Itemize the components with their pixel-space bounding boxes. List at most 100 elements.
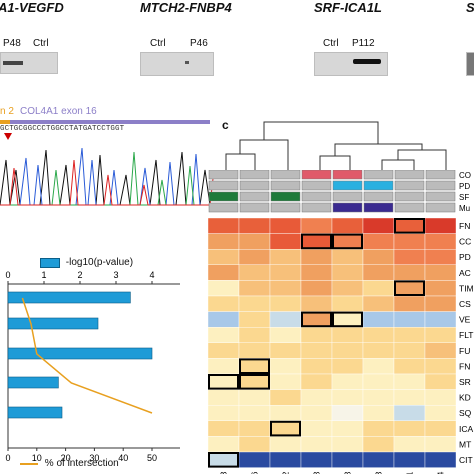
heatmap-cell	[424, 264, 457, 281]
heatmap-cell	[331, 436, 364, 453]
gel3-band	[353, 59, 381, 64]
heatmap-cell	[238, 451, 271, 468]
annotation-label: Mu	[459, 204, 470, 213]
exon-bar-right	[10, 120, 210, 124]
heatmap-cell	[362, 342, 395, 359]
heatmap-cell	[300, 404, 333, 421]
legend-line-label: % of intersection	[44, 458, 119, 469]
heatmap-cell	[393, 233, 426, 250]
heatmap-cell	[362, 326, 395, 343]
exon-left-label: n 2	[0, 106, 14, 117]
heatmap-cell	[269, 264, 302, 281]
row-labels: FN CC PD AC TIM CS VE FLT FU FN SR KD SQ ICA MT CIT	[459, 221, 474, 465]
annotation-cell	[270, 170, 301, 180]
annotation-cell	[239, 202, 270, 213]
heatmap-cell	[269, 280, 302, 297]
gel2-band	[185, 61, 189, 64]
heatmap-cell	[238, 326, 271, 343]
annotation-cell	[270, 191, 301, 202]
annotation-cell	[301, 170, 332, 180]
annotation-cell	[394, 191, 425, 202]
bar	[7, 317, 99, 330]
heatmap-cell	[300, 248, 333, 265]
annotation-tracks: CO PD SF Mu	[208, 170, 471, 213]
annotation-cell	[208, 180, 239, 191]
annotation-cell	[239, 170, 270, 180]
heatmap-cell	[424, 311, 457, 328]
heatmap-cell	[208, 326, 240, 343]
heatmap-cell	[269, 295, 302, 312]
heatmap-cell	[208, 451, 240, 468]
heatmap-cell	[424, 420, 457, 437]
annotation-cell	[363, 170, 394, 180]
top-tick-label: 2	[77, 270, 82, 280]
annotation-cell	[270, 202, 301, 213]
heatmap-cell	[393, 404, 426, 421]
annotation-cell	[301, 191, 332, 202]
gel-image-3	[314, 52, 388, 76]
bottom-tick-label: 50	[147, 453, 157, 463]
gel-title-1: A1-VEGFD	[0, 0, 64, 15]
heatmap-cell	[331, 326, 364, 343]
column-label: P12	[281, 471, 291, 474]
heatmap-cell	[300, 451, 333, 468]
row-label: FLT	[459, 330, 473, 340]
row-label: FN	[459, 361, 470, 371]
gel3-lane-2: P112	[352, 38, 375, 49]
annotation-cell	[332, 202, 363, 213]
column-label: P46	[250, 471, 260, 474]
heatmap-cell	[269, 373, 302, 390]
heatmap-cell	[424, 373, 457, 390]
trace-red	[0, 159, 215, 206]
heatmap-cell	[393, 451, 426, 468]
heatmap-cell	[238, 311, 271, 328]
column-label: P48	[343, 471, 353, 474]
heatmap-cell	[269, 233, 302, 250]
heatmap-cell	[208, 373, 240, 390]
heatmap-cell	[424, 342, 457, 359]
heatmap-cell	[362, 264, 395, 281]
heatmap-cell	[393, 280, 426, 297]
gel-title-2: MTCH2-FNBP4	[140, 0, 232, 15]
annotation-cell	[425, 191, 456, 202]
heatmap-cell	[238, 389, 271, 406]
bottom-tick-label: 0	[5, 453, 10, 463]
heatmap-cell	[331, 373, 364, 390]
heatmap-cell	[208, 311, 240, 328]
heatmap-cell	[393, 311, 426, 328]
heatmap-cell	[362, 295, 395, 312]
exon-right-label: COL4A1 exon 16	[20, 106, 97, 117]
heatmap-cell	[300, 311, 333, 328]
row-label: KD	[459, 393, 471, 403]
heatmap-cell	[208, 248, 240, 265]
highlight-box	[301, 233, 332, 250]
bar-chart: 0 1 2 3 4 0 10 20 30 40 50	[5, 270, 180, 463]
heatmap-cell	[269, 217, 302, 234]
heatmap-cell	[208, 420, 240, 437]
heatmap-cell	[424, 389, 457, 406]
heatmap-cell	[331, 233, 364, 250]
heatmap-cell	[238, 248, 271, 265]
row-label: FN	[459, 221, 470, 231]
panel-letter-c: c	[222, 118, 229, 132]
heatmap-cell	[362, 217, 395, 234]
annotation-cell	[301, 180, 332, 191]
heatmap-cell	[393, 295, 426, 312]
heatmap-cell	[393, 389, 426, 406]
heatmap-cell	[362, 233, 395, 250]
gel2-lane-1: Ctrl	[150, 38, 166, 49]
heatmap-cell	[269, 389, 302, 406]
gel-title-3: SRF-ICA1L	[314, 0, 382, 15]
heatmap-cell	[300, 217, 333, 234]
heatmap-cell	[300, 280, 333, 297]
bar-legend: -log10(p-value)	[40, 257, 133, 268]
heatmap-cell	[424, 295, 457, 312]
heatmap-cell	[424, 358, 457, 375]
row-label: TIM	[459, 283, 474, 293]
heatmap-cell	[208, 342, 240, 359]
heatmap-cell	[331, 217, 364, 234]
annotation-cell	[363, 202, 394, 213]
heatmap-cell	[362, 248, 395, 265]
heatmap-cell	[269, 436, 302, 453]
heatmap-cell	[300, 389, 333, 406]
